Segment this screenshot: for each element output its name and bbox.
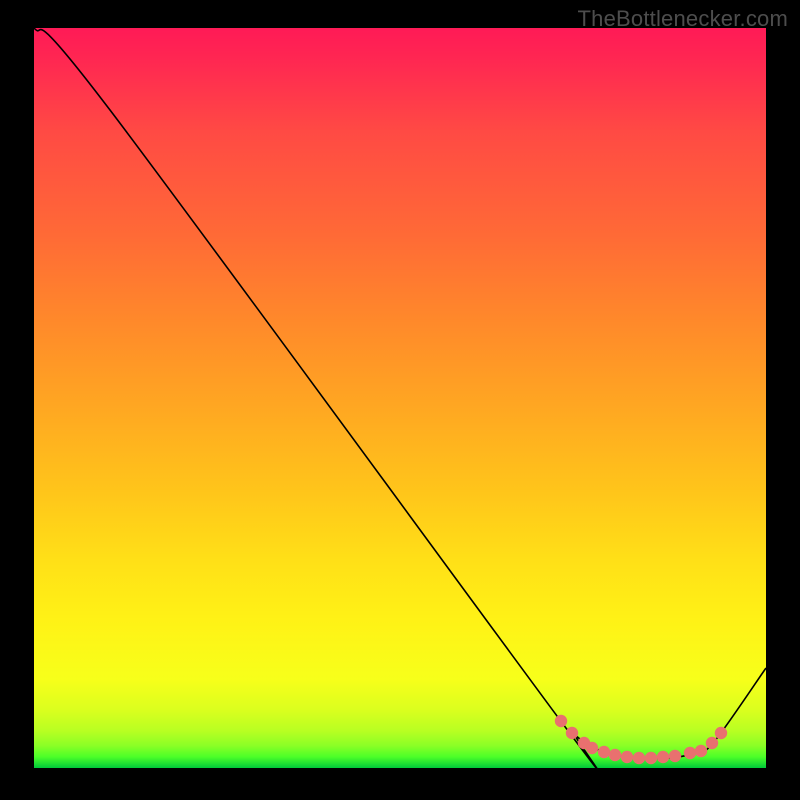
curve-marker [715, 727, 727, 739]
curve-marker [657, 751, 669, 763]
curve-marker [669, 750, 681, 762]
curve-marker [695, 745, 707, 757]
curve-marker [555, 715, 567, 727]
curve-marker [586, 742, 598, 754]
chart-wrapper: TheBottlenecker.com [0, 0, 800, 800]
curve-marker [684, 747, 696, 759]
curve-marker [609, 749, 621, 761]
curve-marker [645, 752, 657, 764]
frame-right [766, 0, 800, 800]
frame-left [0, 0, 34, 800]
curve-marker [621, 751, 633, 763]
frame-bottom [0, 768, 800, 800]
curve-marker [633, 752, 645, 764]
curve-marker [566, 727, 578, 739]
gradient-background [34, 28, 766, 768]
bottleneck-chart [0, 0, 800, 800]
curve-marker [706, 737, 718, 749]
watermark-text: TheBottlenecker.com [578, 6, 788, 32]
curve-marker [598, 746, 610, 758]
